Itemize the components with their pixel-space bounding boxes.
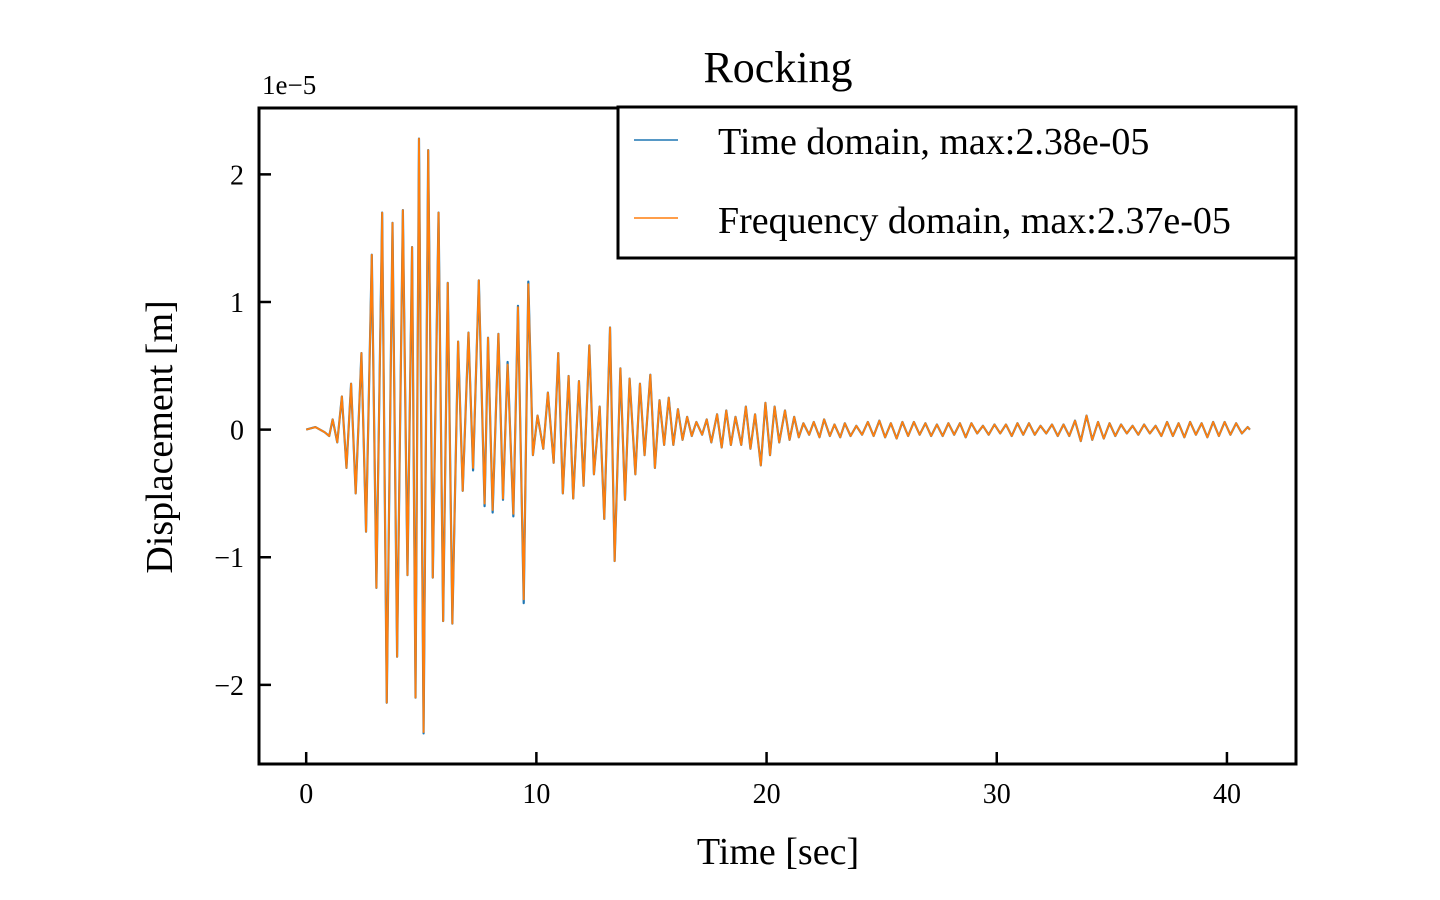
x-tick-label: 30 [983,779,1011,810]
y-tick-label: 2 [230,160,244,191]
y-axis-ticks: −2 −1 0 1 2 [214,160,271,702]
y-axis-offset-label: 1e−5 [262,70,316,100]
chart-title: Rocking [703,43,852,92]
series-layer [305,137,1251,735]
y-tick-label: 0 [230,416,244,447]
y-tick-label: −1 [214,543,244,574]
legend: Time domain, max:2.38e-05 Frequency doma… [616,105,1298,260]
y-tick-label: 1 [230,288,244,319]
x-axis-label: Time [sec] [697,831,859,873]
x-tick-label: 20 [753,779,781,810]
y-tick-label: −2 [214,671,244,702]
x-tick-label: 10 [522,779,550,810]
legend-label-frequency-domain: Frequency domain, max:2.37e-05 [718,200,1231,242]
legend-label-time-domain: Time domain, max:2.38e-05 [718,121,1149,163]
series-line-frequency-domain [305,137,1251,733]
x-tick-label: 0 [299,779,313,810]
legend-frame [616,105,1298,260]
x-tick-label: 40 [1213,779,1241,810]
y-axis-label: Displacement [m] [139,300,181,573]
x-axis-ticks: 0 10 20 30 40 [299,752,1241,810]
